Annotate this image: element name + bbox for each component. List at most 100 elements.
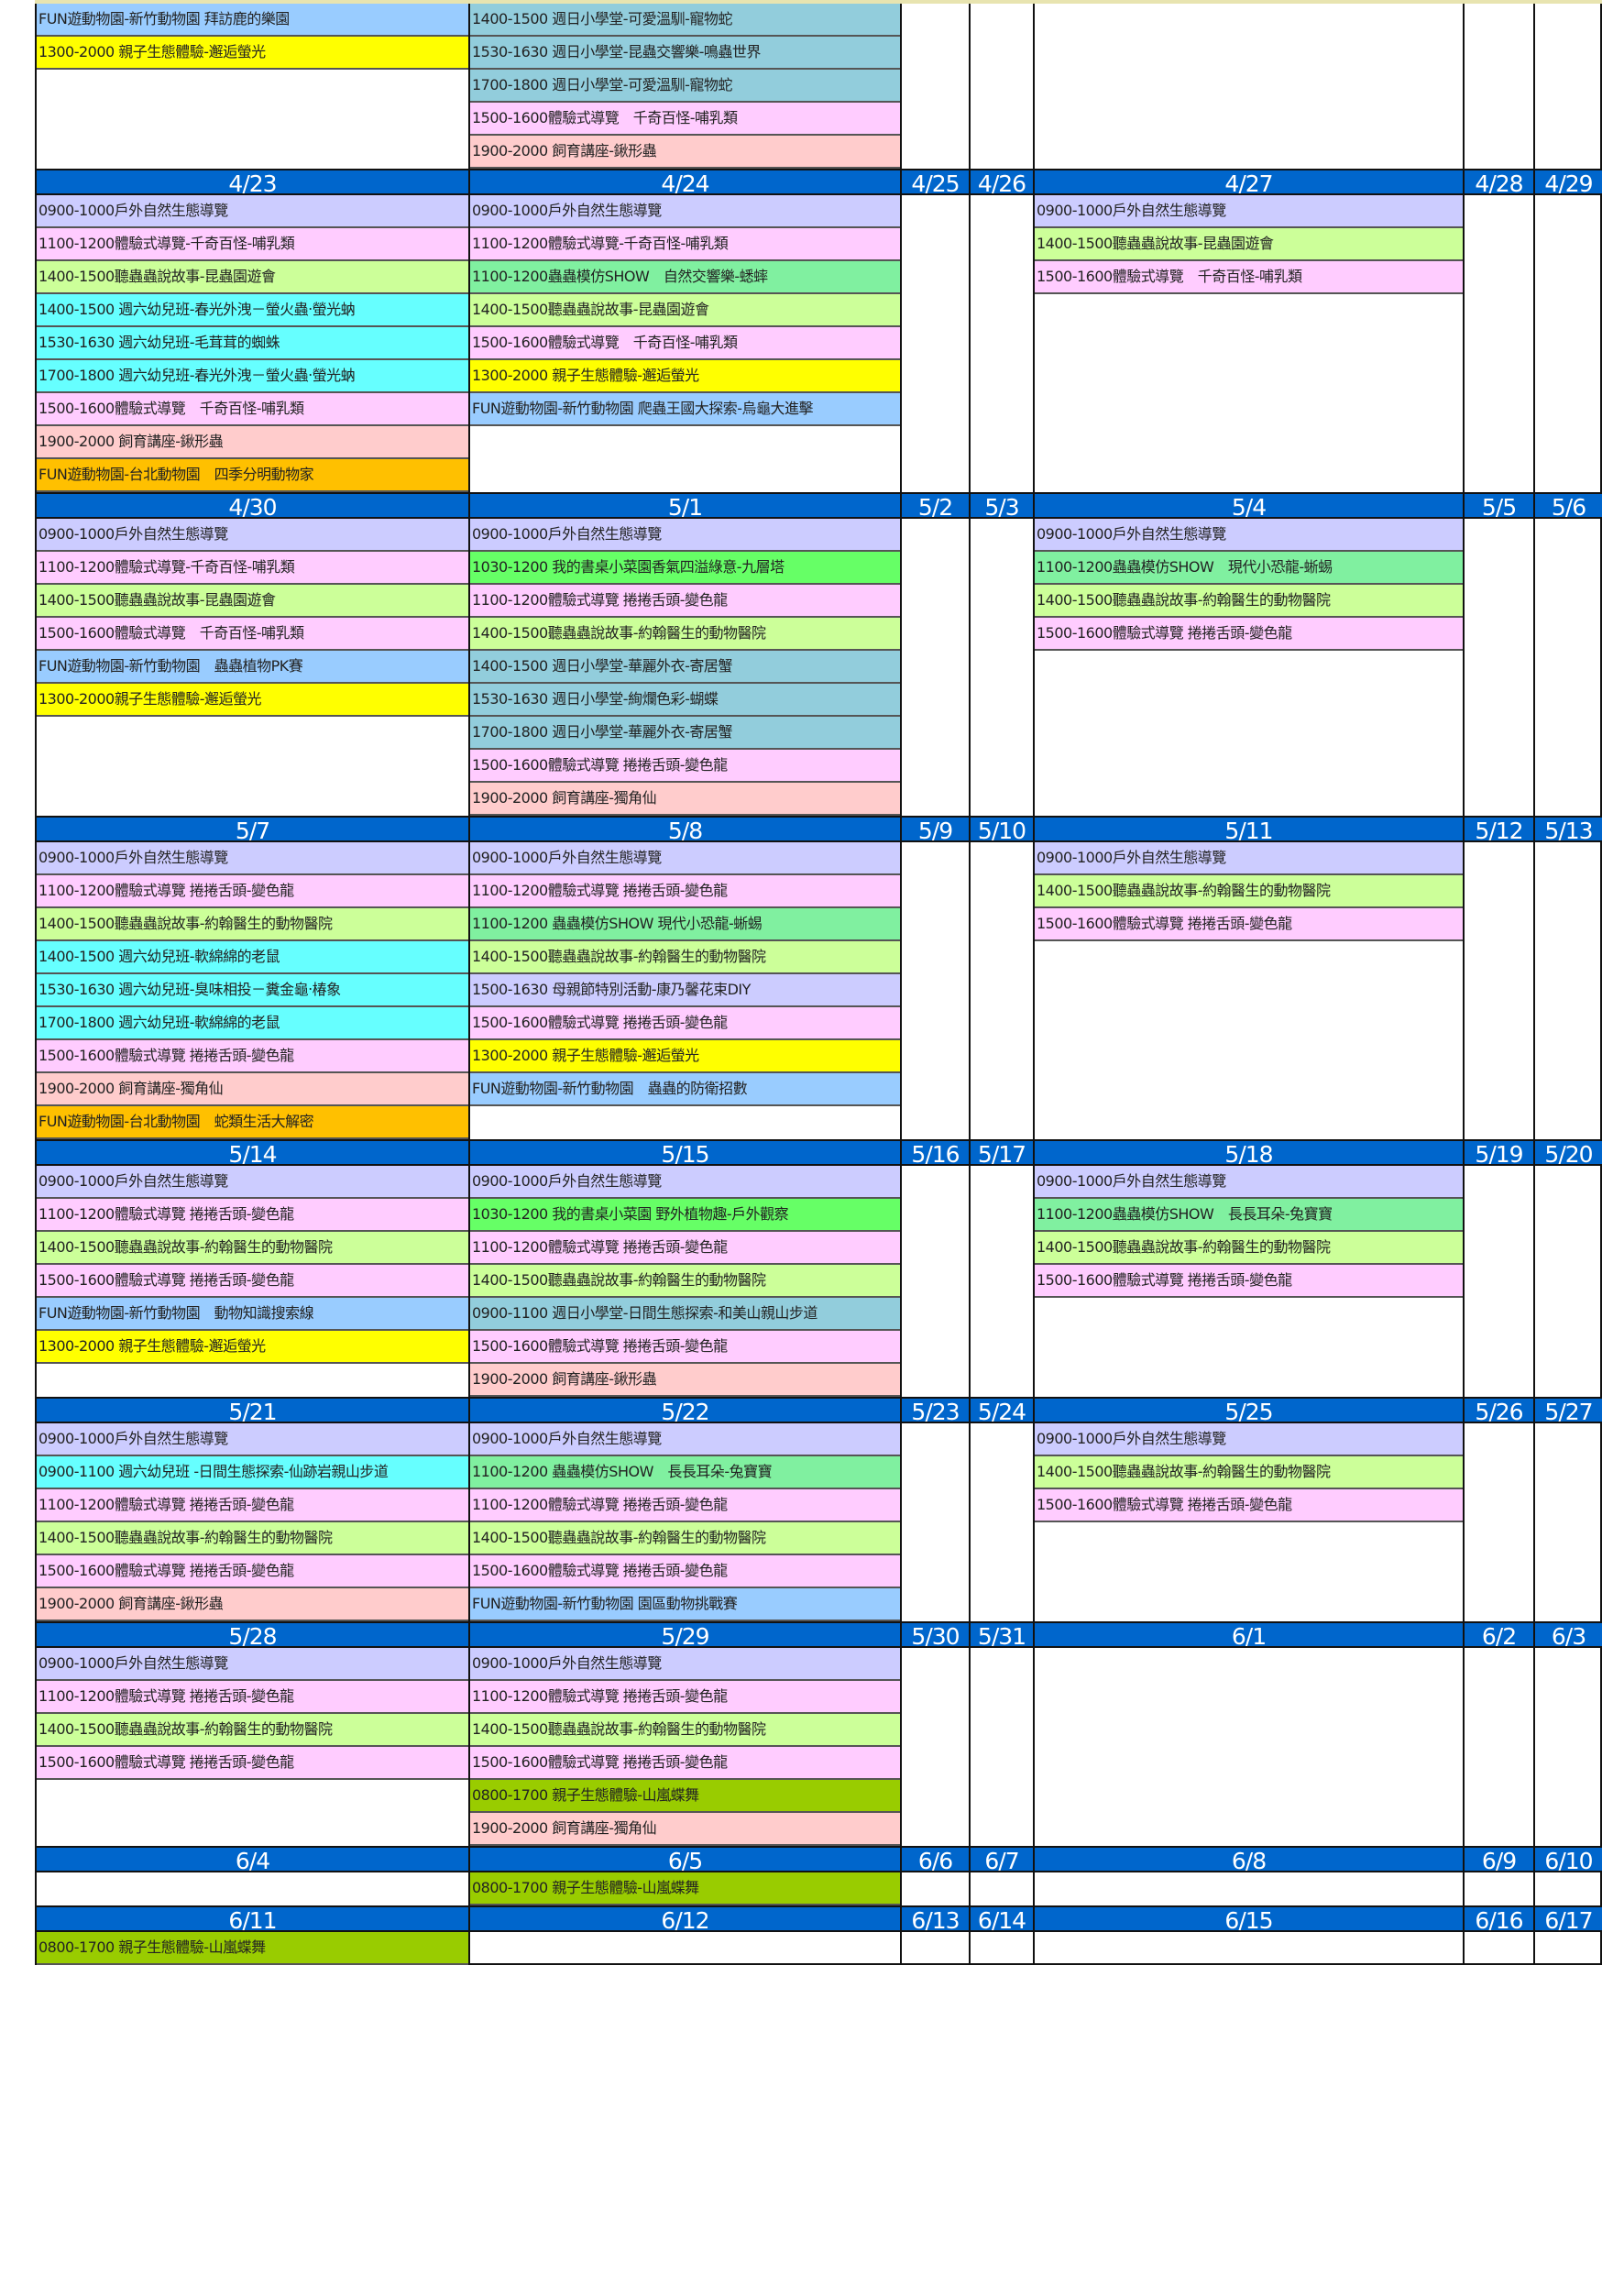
activity-entry: 1400-1500聽蟲蟲說故事-約翰醫生的動物醫院 xyxy=(1035,875,1463,908)
date-header: 5/21 xyxy=(35,1397,468,1423)
activity-entry: 1500-1600體驗式導覽 捲捲舌頭-變色龍 xyxy=(1035,1489,1463,1522)
activity-entry: 1100-1200體驗式導覽 捲捲舌頭-變色龍 xyxy=(470,1489,900,1522)
date-header: 6/16 xyxy=(1463,1905,1533,1932)
date-header: 6/12 xyxy=(468,1905,900,1932)
day-column xyxy=(1533,195,1602,492)
day-column xyxy=(1033,1932,1463,1965)
day-column xyxy=(900,1932,969,1965)
activity-entry: 1500-1600體驗式導覽 千奇百怪-哺乳類 xyxy=(37,618,468,651)
date-header: 5/13 xyxy=(1533,816,1602,842)
date-header: 6/7 xyxy=(969,1846,1033,1872)
activity-entry: 0900-1000戶外自然生態導覽 xyxy=(37,842,468,875)
activity-entry: 0900-1000戶外自然生態導覽 xyxy=(1035,195,1463,228)
activity-entry: 1500-1600體驗式導覽 千奇百怪-哺乳類 xyxy=(470,103,900,136)
activity-entry: FUN遊動物園-新竹動物園 蟲蟲的防衛招數 xyxy=(470,1073,900,1106)
day-column xyxy=(1033,4,1463,169)
date-header: 4/29 xyxy=(1533,169,1602,195)
activity-entry: 1400-1500聽蟲蟲說故事-約翰醫生的動物醫院 xyxy=(470,941,900,974)
activity-entry: 0900-1000戶外自然生態導覽 xyxy=(470,842,900,875)
day-column xyxy=(1463,1648,1533,1846)
day-column xyxy=(35,1872,468,1905)
day-column: 1400-1500 週日小學堂-可愛溫馴-寵物蛇 1530-1630 週日小學堂-… xyxy=(468,4,900,169)
activity-entry: 0900-1000戶外自然生態導覽 xyxy=(37,1166,468,1199)
day-column: 0900-1000戶外自然生態導覽 1100-1200體驗式導覽 捲捲舌頭-變色龍… xyxy=(468,842,900,1139)
activity-entry: 1100-1200體驗式導覽-千奇百怪-哺乳類 xyxy=(470,228,900,261)
date-header: 6/14 xyxy=(969,1905,1033,1932)
activity-entry: 1900-2000 飼育講座-鍬形蟲 xyxy=(470,136,900,169)
date-header: 5/5 xyxy=(1463,492,1533,519)
activity-entry: 0800-1700 親子生態體驗-山嵐蝶舞 xyxy=(470,1780,900,1813)
activity-entry: 0800-1700 親子生態體驗-山嵐蝶舞 xyxy=(470,1872,900,1905)
date-header: 5/26 xyxy=(1463,1397,1533,1423)
calendar-week: 4/23 4/24 4/25 4/26 4/27 4/28 4/29 0900-1000戶外自… xyxy=(35,169,1602,492)
date-header: 6/8 xyxy=(1033,1846,1463,1872)
activity-entry: 0900-1000戶外自然生態導覽 xyxy=(470,519,900,552)
day-column xyxy=(1533,842,1602,1139)
day-column xyxy=(1533,1932,1602,1965)
activity-entry: 1500-1600體驗式導覽 捲捲舌頭-變色龍 xyxy=(470,1555,900,1588)
activity-entry: 1530-1630 週日小學堂-絢爛色彩-蝴蝶 xyxy=(470,684,900,717)
day-column: 0800-1700 親子生態體驗-山嵐蝶舞 xyxy=(468,1872,900,1905)
day-column xyxy=(1463,842,1533,1139)
activity-entry: 1400-1500 週六幼兒班-春光外洩－螢火蟲‧螢光蚋 xyxy=(37,294,468,327)
date-header: 5/19 xyxy=(1463,1139,1533,1166)
activity-entry: 1100-1200體驗式導覽 捲捲舌頭-變色龍 xyxy=(37,1199,468,1232)
date-header: 4/25 xyxy=(900,169,969,195)
day-column: 0900-1000戶外自然生態導覽 1400-1500聽蟲蟲說故事-昆蟲園遊會 15… xyxy=(1033,195,1463,492)
activity-entry: 1400-1500聽蟲蟲說故事-昆蟲園遊會 xyxy=(470,294,900,327)
day-column xyxy=(1033,1872,1463,1905)
day-column xyxy=(900,842,969,1139)
date-header: 6/4 xyxy=(35,1846,468,1872)
activity-entry: 1100-1200蟲蟲模仿SHOW 長長耳朵-兔寶寶 xyxy=(1035,1199,1463,1232)
activity-entry: 1300-2000 親子生態體驗-邂逅螢光 xyxy=(470,1040,900,1073)
activity-entry: 1700-1800 週六幼兒班-春光外洩－螢火蟲‧螢光蚋 xyxy=(37,360,468,393)
activity-entry: 1400-1500聽蟲蟲說故事-約翰醫生的動物醫院 xyxy=(470,618,900,651)
activity-entry: 1900-2000 飼育講座-鍬形蟲 xyxy=(470,1364,900,1397)
date-header: 5/30 xyxy=(900,1621,969,1648)
day-column xyxy=(969,1872,1033,1905)
activity-entry: 0900-1000戶外自然生態導覽 xyxy=(470,1423,900,1456)
date-header: 5/18 xyxy=(1033,1139,1463,1166)
date-header: 5/31 xyxy=(969,1621,1033,1648)
activity-entry: 1100-1200體驗式導覽 捲捲舌頭-變色龍 xyxy=(470,1681,900,1714)
day-column xyxy=(1033,1648,1463,1846)
date-header: 5/1 xyxy=(468,492,900,519)
calendar-week: 6/4 6/5 6/6 6/7 6/8 6/9 6/10 0800-1700 親子生態體驗-山… xyxy=(35,1846,1602,1905)
activity-entry: FUN遊動物園-台北動物園 蛇類生活大解密 xyxy=(37,1106,468,1139)
activity-entry: 1300-2000親子生態體驗-邂逅螢光 xyxy=(37,684,468,717)
activity-entry: 1500-1600體驗式導覽 千奇百怪-哺乳類 xyxy=(470,327,900,360)
activity-entry: 0900-1000戶外自然生態導覽 xyxy=(470,1166,900,1199)
activity-entry: FUN遊動物園-新竹動物園 蟲蟲植物PK賽 xyxy=(37,651,468,684)
activity-entry: 1500-1600體驗式導覽 捲捲舌頭-變色龍 xyxy=(37,1265,468,1298)
day-column xyxy=(969,519,1033,816)
date-header: 5/16 xyxy=(900,1139,969,1166)
activity-entry: FUN遊動物園-新竹動物園 拜訪鹿的樂園 xyxy=(37,4,468,37)
activity-entry: 1100-1200體驗式導覽 捲捲舌頭-變色龍 xyxy=(470,1232,900,1265)
date-header: 5/3 xyxy=(969,492,1033,519)
date-header: 5/20 xyxy=(1533,1139,1602,1166)
activity-entry: 1400-1500聽蟲蟲說故事-約翰醫生的動物醫院 xyxy=(37,1232,468,1265)
date-header: 4/27 xyxy=(1033,169,1463,195)
date-header: 6/15 xyxy=(1033,1905,1463,1932)
activity-entry: 1700-1800 週日小學堂-可愛溫馴-寵物蛇 xyxy=(470,70,900,103)
activity-entry: 1500-1630 母親節特別活動-康乃馨花束DIY xyxy=(470,974,900,1007)
activity-entry: 0900-1100 週日小學堂-日間生態探索-和美山親山步道 xyxy=(470,1298,900,1331)
activity-entry: 0900-1000戶外自然生態導覽 xyxy=(1035,519,1463,552)
activity-entry: 1700-1800 週六幼兒班-軟綿綿的老鼠 xyxy=(37,1007,468,1040)
date-header: 5/17 xyxy=(969,1139,1033,1166)
activity-entry: 1700-1800 週日小學堂-華麗外衣-寄居蟹 xyxy=(470,717,900,750)
calendar-week: 4/30 5/1 5/2 5/3 5/4 5/5 5/6 0900-1000戶外自然生態導覽 1… xyxy=(35,492,1602,816)
day-column xyxy=(900,4,969,169)
activity-entry: 1300-2000 親子生態體驗-邂逅螢光 xyxy=(37,37,468,70)
date-header: 5/28 xyxy=(35,1621,468,1648)
activity-entry: 1500-1600體驗式導覽 捲捲舌頭-變色龍 xyxy=(470,1331,900,1364)
activity-entry: 1400-1500聽蟲蟲說故事-昆蟲園遊會 xyxy=(37,261,468,294)
activity-entry: 1100-1200蟲蟲模仿SHOW 自然交響樂-蟋蟀 xyxy=(470,261,900,294)
date-header: 5/29 xyxy=(468,1621,900,1648)
activity-entry: 1530-1630 週六幼兒班-毛茸茸的蜘蛛 xyxy=(37,327,468,360)
day-column: 0900-1000戶外自然生態導覽 1100-1200體驗式導覽-千奇百怪-哺乳類… xyxy=(468,195,900,492)
date-header: 5/4 xyxy=(1033,492,1463,519)
date-header: 5/8 xyxy=(468,816,900,842)
day-column: 0900-1000戶外自然生態導覽 1100-1200蟲蟲模仿SHOW 長長耳朵-… xyxy=(1033,1166,1463,1397)
date-header: 4/26 xyxy=(969,169,1033,195)
